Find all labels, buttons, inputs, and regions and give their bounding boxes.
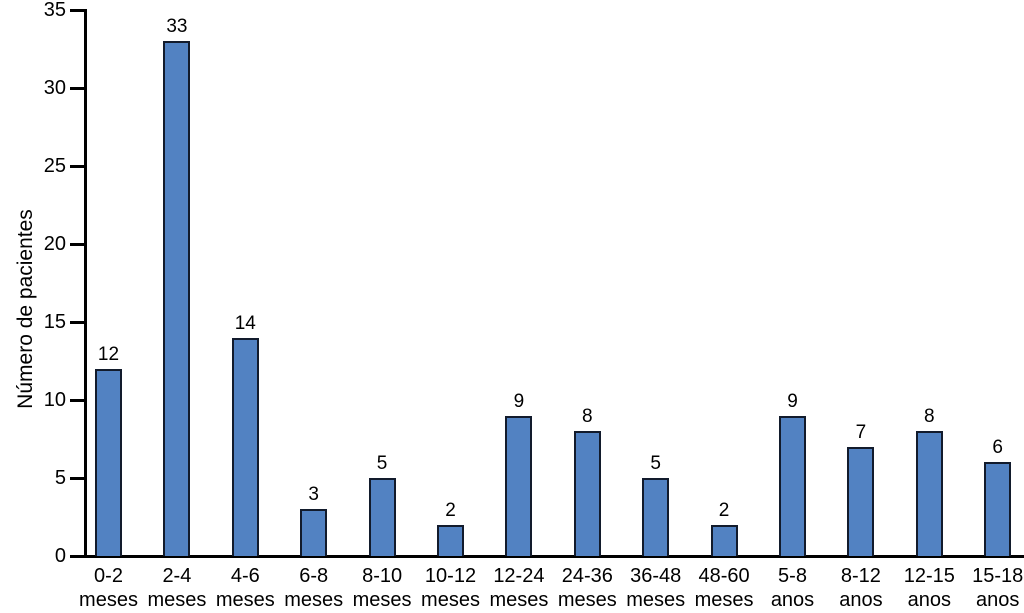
bar-value-label: 8	[582, 406, 593, 428]
bar	[710, 524, 738, 556]
x-axis-category-label: 48-60 meses	[694, 565, 754, 611]
x-axis-category-label: 15-18 anos	[972, 565, 1024, 611]
bar	[642, 478, 670, 556]
bar-value-label: 9	[787, 390, 798, 412]
y-axis-tick	[70, 164, 85, 168]
bar-value-label: 2	[718, 499, 730, 521]
bar	[300, 509, 328, 556]
x-axis-category-label: 36-48 meses	[626, 565, 686, 611]
y-axis-tick	[70, 8, 85, 12]
y-axis-tick	[70, 476, 85, 480]
y-axis-tick-label: 0	[54, 545, 66, 567]
bar	[984, 462, 1012, 556]
y-axis-tick	[70, 320, 85, 324]
x-axis-category-label: 12-15 anos	[903, 565, 955, 611]
x-axis-category-label: 24-36 meses	[557, 565, 617, 611]
x-axis-category-label: 0-2 meses	[79, 565, 138, 611]
bar	[847, 446, 875, 556]
y-axis-tick	[70, 242, 85, 246]
y-axis-tick-label: 20	[43, 233, 66, 255]
bar	[231, 337, 259, 556]
bar-value-label: 5	[650, 453, 661, 474]
bar-value-label: 2	[445, 499, 456, 521]
bar	[573, 431, 601, 556]
bar-value-label: 14	[234, 312, 256, 334]
x-axis-category-label: 12-24 meses	[489, 565, 549, 611]
bar	[505, 415, 533, 556]
bar-value-label: 5	[376, 453, 388, 474]
bar	[779, 415, 806, 556]
bar-value-label: 33	[166, 16, 188, 38]
bar	[163, 41, 191, 556]
x-axis-category-label: 8-10 meses	[352, 565, 412, 611]
x-axis-category-label: 4-6 meses	[215, 565, 275, 611]
y-axis-tick-label: 5	[54, 467, 66, 489]
bar	[915, 431, 943, 556]
bar-value-label: 9	[513, 390, 525, 412]
y-axis-tick	[70, 554, 85, 558]
x-axis-line	[84, 555, 1024, 558]
x-axis-category-label: 2-4 meses	[147, 565, 207, 611]
bar-value-label: 7	[855, 421, 867, 443]
x-axis-category-label: 5-8 anos	[770, 565, 815, 611]
y-axis-tick-label: 15	[43, 311, 66, 333]
bar-value-label: 3	[308, 484, 319, 506]
x-axis-category-label: 10-12 meses	[421, 565, 480, 611]
x-axis-category-label: 6-8 meses	[284, 565, 344, 611]
y-axis-tick-label: 35	[43, 0, 66, 21]
y-axis-tick	[70, 398, 85, 402]
bar	[95, 368, 122, 556]
bar-value-label: 6	[992, 437, 1003, 459]
y-axis-tick-label: 30	[43, 77, 66, 99]
y-axis-tick-label: 25	[43, 155, 66, 177]
bar-value-label: 12	[97, 343, 120, 365]
bar	[368, 478, 396, 556]
bar-value-label: 8	[924, 406, 935, 428]
y-axis-line	[84, 9, 87, 558]
bar	[437, 524, 464, 556]
y-axis-tick	[70, 86, 85, 90]
y-axis-tick-label: 10	[43, 389, 66, 411]
x-axis-category-label: 8-12 anos	[839, 565, 883, 611]
